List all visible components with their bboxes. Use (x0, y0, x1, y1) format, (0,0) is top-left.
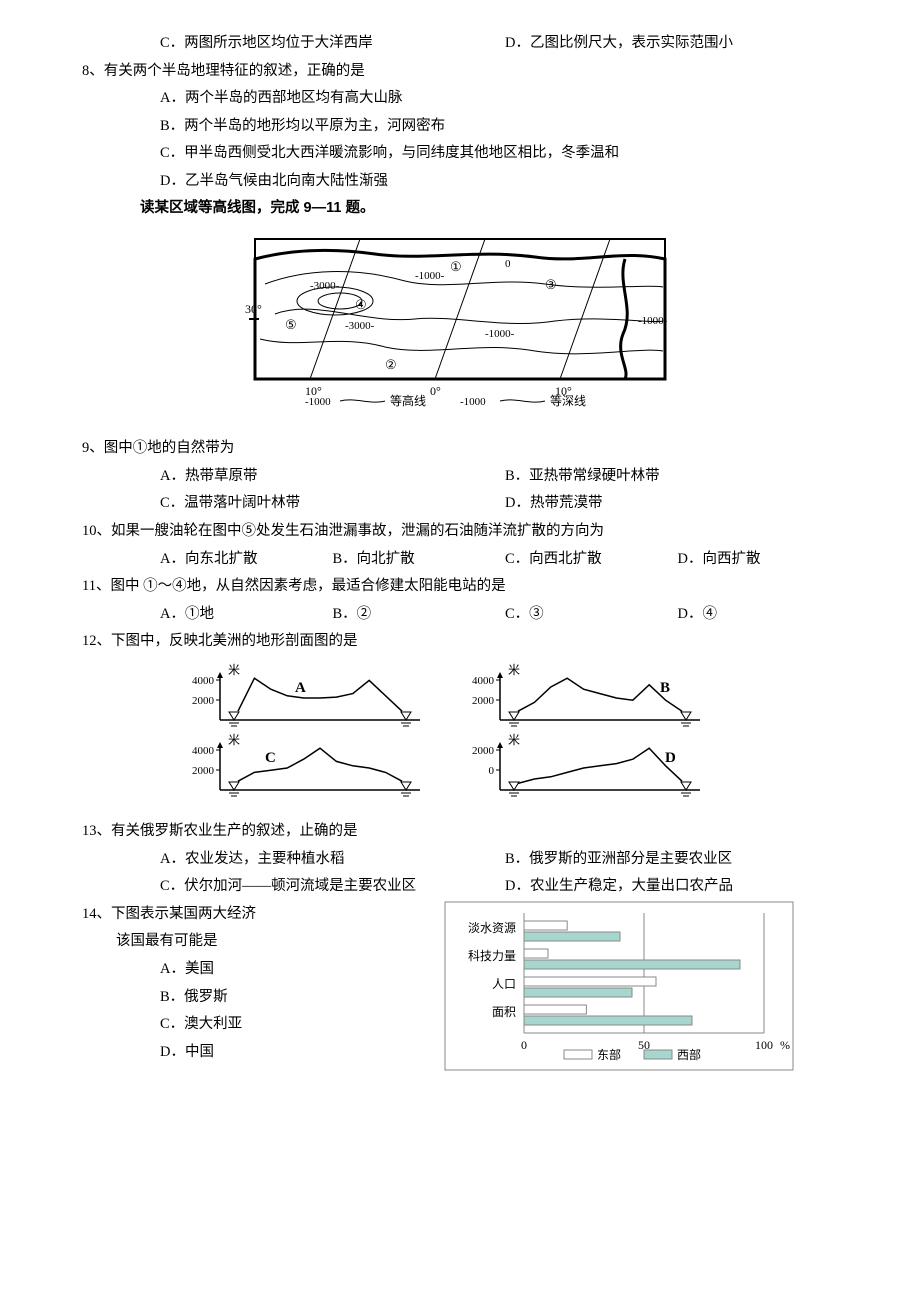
q10-stem: 10、如果一艘油轮在图中⑤处发生石油泄漏事故，泄漏的石油随洋流扩散的方向为 (70, 518, 850, 546)
svg-text:科技力量: 科技力量 (468, 949, 516, 963)
q9-option-d: D．热带荒漠带 (505, 490, 850, 518)
svg-text:4000: 4000 (192, 675, 215, 687)
svg-text:A: A (295, 680, 306, 696)
svg-text:0°: 0° (430, 384, 441, 398)
svg-text:0: 0 (521, 1038, 527, 1052)
svg-text:B: B (660, 680, 670, 696)
svg-text:-1000: -1000 (305, 396, 331, 408)
svg-text:0: 0 (489, 765, 495, 777)
profile-svg: 米 4000 2000 A 米 4000 2000 B 米 4000 2000 C 米 2000 0 D (180, 662, 740, 802)
q8-stem: 8、有关两个半岛地理特征的叙述，正确的是 (70, 58, 850, 86)
q9-row2: C．温带落叶阔叶林带 D．热带荒漠带 (70, 490, 850, 518)
svg-text:淡水资源: 淡水资源 (468, 921, 516, 935)
q10-option-a: A．向东北扩散 (160, 546, 333, 574)
map-svg: -3000--1000-0-3000--1000--1000-30°①②③④⑤1… (245, 229, 675, 419)
svg-text:%: % (780, 1038, 790, 1052)
q13-option-b: B．俄罗斯的亚洲部分是主要农业区 (505, 846, 850, 874)
intro-911: 读某区域等高线图，完成 9—11 题。 (70, 195, 850, 223)
q10-option-b: B．向北扩散 (333, 546, 506, 574)
q11-option-a: A．①地 (160, 601, 333, 629)
q11-option-d: D．④ (678, 601, 851, 629)
exam-page: C．两图所示地区均位于大洋西岸 D．乙图比例尺大，表示实际范围小 8、有关两个半… (0, 0, 920, 1141)
q14-option-a: A．美国 (70, 956, 444, 984)
q11-stem: 11、图中 ①～④地，从自然因素考虑，最适合修建太阳能电站的是 (70, 573, 850, 601)
q8-option-b: B．两个半岛的地形均以平原为主，河网密布 (70, 113, 850, 141)
q13-option-a: A．农业发达，主要种植水稻 (160, 846, 505, 874)
svg-text:米: 米 (228, 733, 240, 747)
profile-figure: 米 4000 2000 A 米 4000 2000 B 米 4000 2000 C 米 2000 0 D (70, 662, 850, 813)
svg-text:0: 0 (505, 258, 511, 270)
q10-option-d: D．向西扩散 (678, 546, 851, 574)
svg-text:等高线: 等高线 (390, 393, 426, 408)
svg-text:30°: 30° (245, 302, 262, 316)
q14-block: 14、下图表示某国两大经济 该国最有可能是 A．美国 B．俄罗斯 C．澳大利亚 … (70, 901, 850, 1082)
q14-option-c: C．澳大利亚 (70, 1011, 444, 1039)
bar-chart-svg: 050100%淡水资源科技力量人口面积东部西部 (444, 901, 794, 1071)
q9-option-b: B．亚热带常绿硬叶林带 (505, 463, 850, 491)
svg-text:D: D (665, 750, 676, 766)
svg-text:①: ① (450, 259, 462, 274)
svg-text:-1000-: -1000- (415, 270, 445, 282)
svg-text:面积: 面积 (492, 1005, 516, 1019)
q14-option-d: D．中国 (70, 1039, 444, 1067)
svg-text:4000: 4000 (472, 675, 495, 687)
q14-left: 14、下图表示某国两大经济 该国最有可能是 A．美国 B．俄罗斯 C．澳大利亚 … (70, 901, 444, 1066)
q13-option-d: D．农业生产稳定，大量出口农产品 (505, 873, 850, 901)
q13-option-c: C．伏尔加河——顿河流域是主要农业区 (160, 873, 505, 901)
q10-option-c: C．向西北扩散 (505, 546, 678, 574)
q9-option-a: A．热带草原带 (160, 463, 505, 491)
prevq-option-c: C．两图所示地区均位于大洋西岸 (160, 30, 505, 58)
svg-text:等深线: 等深线 (550, 394, 586, 408)
svg-text:-3000-: -3000- (310, 280, 340, 292)
svg-text:西部: 西部 (677, 1047, 701, 1062)
q9-option-c: C．温带落叶阔叶林带 (160, 490, 505, 518)
q13-stem: 13、有关俄罗斯农业生产的叙述，止确的是 (70, 818, 850, 846)
q11-option-c: C．③ (505, 601, 678, 629)
svg-text:2000: 2000 (472, 695, 495, 707)
q12-stem: 12、下图中，反映北美洲的地形剖面图的是 (70, 628, 850, 656)
q11-option-b: B．② (333, 601, 506, 629)
svg-text:米: 米 (508, 663, 520, 677)
map-figure-911: -3000--1000-0-3000--1000--1000-30°①②③④⑤1… (70, 229, 850, 430)
svg-text:④: ④ (355, 297, 367, 312)
q14-stem-prefix: 14、下图表示某国两大经济 (70, 901, 444, 929)
svg-text:2000: 2000 (192, 765, 215, 777)
q9-stem: 9、图中①地的自然带为 (70, 435, 850, 463)
q11-options: A．①地 B．② C．③ D．④ (70, 601, 850, 629)
svg-text:⑤: ⑤ (285, 317, 297, 332)
svg-text:4000: 4000 (192, 745, 215, 757)
svg-text:人口: 人口 (492, 977, 516, 991)
q14-chart-wrap: 050100%淡水资源科技力量人口面积东部西部 (444, 901, 850, 1082)
svg-text:2000: 2000 (472, 745, 495, 757)
svg-text:-3000-: -3000- (345, 320, 375, 332)
svg-text:-1000: -1000 (460, 396, 486, 408)
q8-option-a: A．两个半岛的西部地区均有高大山脉 (70, 85, 850, 113)
svg-text:-1000-: -1000- (485, 328, 515, 340)
svg-text:东部: 东部 (597, 1047, 621, 1062)
q13-row1: A．农业发达，主要种植水稻 B．俄罗斯的亚洲部分是主要农业区 (70, 846, 850, 874)
q8-option-c: C．甲半岛西侧受北大西洋暖流影响，与同纬度其他地区相比，冬季温和 (70, 140, 850, 168)
svg-text:-1000-: -1000- (638, 315, 668, 327)
svg-text:C: C (265, 750, 276, 766)
prevq-option-d: D．乙图比例尺大，表示实际范围小 (505, 30, 850, 58)
q8-option-d: D．乙半岛气候由北向南大陆性渐强 (70, 168, 850, 196)
svg-text:③: ③ (545, 277, 557, 292)
svg-text:米: 米 (228, 663, 240, 677)
q9-row1: A．热带草原带 B．亚热带常绿硬叶林带 (70, 463, 850, 491)
svg-text:2000: 2000 (192, 695, 215, 707)
q14-stem-suffix: 该国最有可能是 (70, 928, 444, 956)
svg-text:②: ② (385, 357, 397, 372)
svg-text:米: 米 (508, 733, 520, 747)
q14-option-b: B．俄罗斯 (70, 984, 444, 1012)
q10-options: A．向东北扩散 B．向北扩散 C．向西北扩散 D．向西扩散 (70, 546, 850, 574)
svg-text:100: 100 (755, 1038, 773, 1052)
q13-row2: C．伏尔加河——顿河流域是主要农业区 D．农业生产稳定，大量出口农产品 (70, 873, 850, 901)
prevq-options-row: C．两图所示地区均位于大洋西岸 D．乙图比例尺大，表示实际范围小 (70, 30, 850, 58)
